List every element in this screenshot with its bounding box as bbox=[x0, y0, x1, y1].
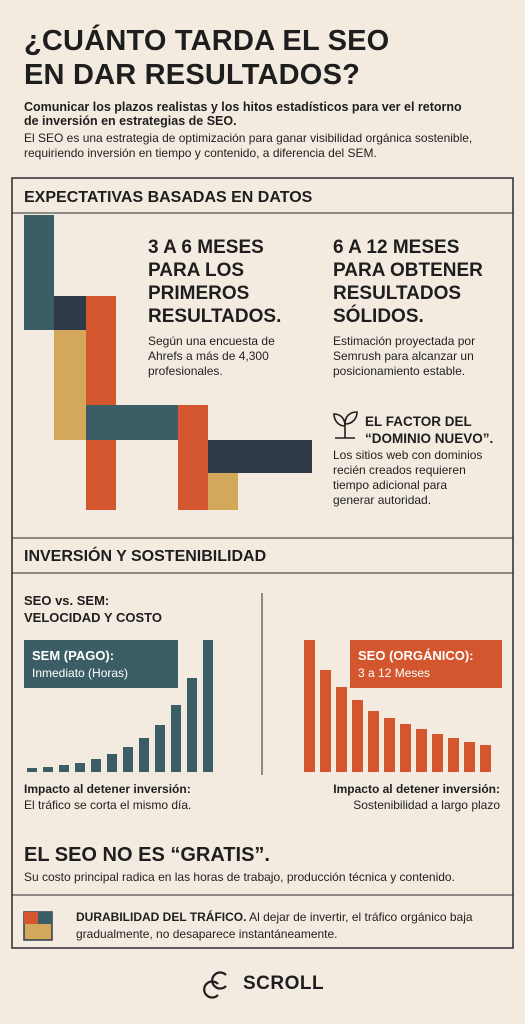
line: SÓLIDOS. bbox=[333, 306, 424, 327]
title-line: ¿CUÁNTO TARDA EL SEO bbox=[24, 25, 390, 57]
impact-text: Sostenibilidad a largo plazo bbox=[353, 798, 500, 812]
impact-title: Impacto al detener inversión: bbox=[24, 782, 191, 796]
line: PARA LOS bbox=[148, 260, 245, 281]
sem-detail: Inmediato (Horas) bbox=[32, 666, 129, 680]
line: 6 A 12 MESES bbox=[333, 237, 460, 258]
line: PARA OBTENER bbox=[333, 260, 483, 281]
line: SEO vs. SEM: bbox=[24, 593, 110, 608]
title-line: EN DAR RESULTADOS? bbox=[24, 59, 361, 91]
logo-icon bbox=[203, 971, 227, 999]
factor-text: Los sitios web con dominios recién cread… bbox=[333, 448, 483, 507]
sprout-icon bbox=[333, 411, 358, 439]
section-heading: INVERSIÓN Y SOSTENIBILIDAD bbox=[24, 548, 267, 565]
seo-detail: 3 a 12 Meses bbox=[358, 666, 431, 680]
impact-text: El tráfico se corta el mismo día. bbox=[24, 798, 192, 812]
cost-text: Su costo principal radica en las horas d… bbox=[24, 870, 455, 884]
durability-icon bbox=[23, 911, 53, 941]
seo-label: SEO (ORGÁNICO): bbox=[358, 648, 474, 663]
durability-text: Al dejar de invertir, el tráfico orgánic… bbox=[76, 910, 473, 941]
cost-title: EL SEO NO ES “GRATIS”. bbox=[24, 844, 270, 866]
durability-title: DURABILIDAD DEL TRÁFICO. bbox=[76, 910, 247, 924]
section-heading: EXPECTATIVAS BASADAS EN DATOS bbox=[24, 189, 313, 206]
line: 3 A 6 MESES bbox=[148, 237, 264, 258]
sem-label-box bbox=[24, 640, 178, 688]
line: EL FACTOR DEL bbox=[365, 414, 472, 429]
sem-label: SEM (PAGO): bbox=[32, 648, 115, 663]
stat-text: Estimación proyectada por Semrush para a… bbox=[333, 334, 476, 378]
sem-bars bbox=[27, 640, 213, 772]
stat-text: Según una encuesta de Ahrefs a más de 4,… bbox=[148, 334, 275, 378]
seo-bars bbox=[304, 640, 491, 772]
impact-title: Impacto al detener inversión: bbox=[333, 782, 500, 796]
line: PRIMEROS bbox=[148, 283, 250, 304]
factor-title: EL FACTOR DEL “DOMINIO NUEVO”. bbox=[365, 413, 493, 447]
stat-title: 6 A 12 MESES PARA OBTENER RESULTADOS SÓL… bbox=[333, 236, 483, 328]
subtitle: Comunicar los plazos realistas y los hit… bbox=[24, 100, 462, 128]
line: RESULTADOS bbox=[333, 283, 462, 304]
stat-title: 3 A 6 MESES PARA LOS PRIMEROS RESULTADOS… bbox=[148, 236, 281, 328]
geometric-art bbox=[24, 215, 312, 510]
line: RESULTADOS. bbox=[148, 306, 282, 327]
intro: El SEO es una estrategia de optimización… bbox=[24, 131, 473, 160]
brand: SCROLL bbox=[243, 973, 325, 994]
line: VELOCIDAD Y COSTO bbox=[24, 610, 162, 625]
comparison-title: SEO vs. SEM: VELOCIDAD Y COSTO bbox=[24, 592, 162, 626]
durability: DURABILIDAD DEL TRÁFICO. Al dejar de inv… bbox=[76, 909, 506, 943]
line: “DOMINIO NUEVO”. bbox=[365, 431, 494, 446]
frame bbox=[11, 177, 514, 949]
seo-label-box bbox=[350, 640, 502, 688]
